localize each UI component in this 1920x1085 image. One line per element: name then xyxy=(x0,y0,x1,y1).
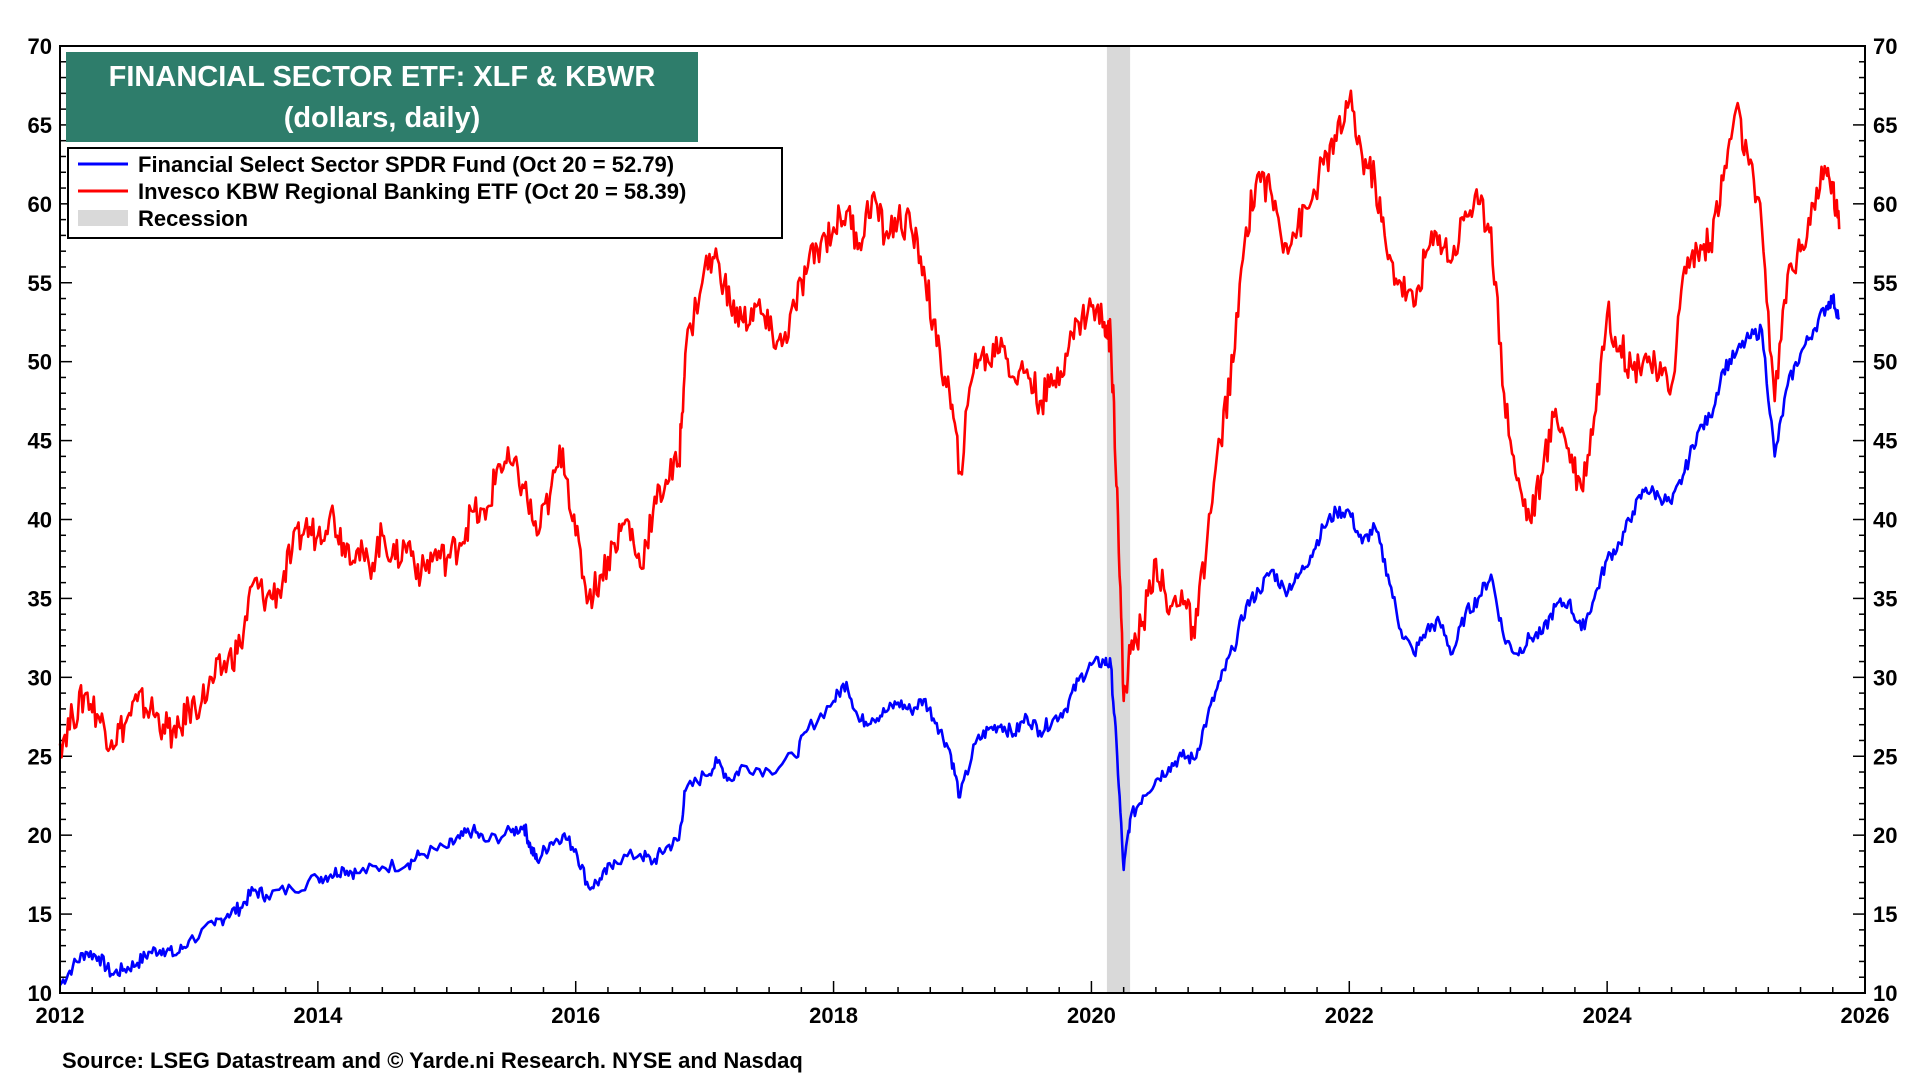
series-line-kbwr xyxy=(58,89,1841,759)
y-tick-label-right: 20 xyxy=(1873,823,1897,848)
series-line-xlf xyxy=(58,293,1841,986)
y-tick-label-left: 40 xyxy=(28,508,52,533)
legend-label-kbwr: Invesco KBW Regional Banking ETF (Oct 20… xyxy=(138,179,686,204)
y-tick-label-right: 60 xyxy=(1873,192,1897,217)
y-tick-label-right: 50 xyxy=(1873,350,1897,375)
y-tick-label-left: 10 xyxy=(28,981,52,1006)
y-tick-label-right: 30 xyxy=(1873,665,1897,690)
source-note: Source: LSEG Datastream and © Yarde.ni R… xyxy=(62,1048,803,1073)
y-tick-label-left: 60 xyxy=(28,192,52,217)
y-tick-label-right: 55 xyxy=(1873,271,1897,296)
chart-subtitle: (dollars, daily) xyxy=(284,102,481,134)
y-tick-label-right: 70 xyxy=(1873,34,1897,59)
plot-frame xyxy=(59,45,1866,994)
y-tick-label-right: 40 xyxy=(1873,508,1897,533)
x-axis-tick-labels: 2012 2014 2016 2018 2020 2022 2024 2026 xyxy=(36,1003,1890,1028)
y-tick-label-right: 35 xyxy=(1873,586,1897,611)
y-tick-label-right: 10 xyxy=(1873,981,1897,1006)
series-layer xyxy=(58,89,1841,986)
legend-label-xlf: Financial Select Sector SPDR Fund (Oct 2… xyxy=(138,152,674,177)
y-tick-label-right: 25 xyxy=(1873,744,1897,769)
y-tick-label-left: 25 xyxy=(28,744,52,769)
chart-title: FINANCIAL SECTOR ETF: XLF & KBWR xyxy=(109,61,656,93)
y-tick-label-right: 15 xyxy=(1873,902,1897,927)
y-tick-label-left: 45 xyxy=(28,429,52,454)
chart-title-box: FINANCIAL SECTOR ETF: XLF & KBWR (dollar… xyxy=(66,52,698,142)
y-tick-label-left: 55 xyxy=(28,271,52,296)
y-tick-label-left: 30 xyxy=(28,665,52,690)
y-axis-left-tick-labels: 10 15 20 25 30 35 40 45 50 55 60 65 70 xyxy=(28,34,52,1006)
y-tick-label-right: 65 xyxy=(1873,113,1897,138)
x-tick-label: 2020 xyxy=(1067,1003,1116,1028)
y-axis-right-tick-labels: 10 15 20 25 30 35 40 45 50 55 60 65 70 xyxy=(1873,34,1897,1006)
x-tick-label: 2026 xyxy=(1841,1003,1890,1028)
x-tick-label: 2018 xyxy=(809,1003,858,1028)
legend-label-recession: Recession xyxy=(138,206,248,231)
y-tick-label-left: 65 xyxy=(28,113,52,138)
x-tick-label: 2022 xyxy=(1325,1003,1374,1028)
title-background xyxy=(66,52,698,142)
legend-swatch-recession xyxy=(78,210,128,226)
y-tick-label-left: 35 xyxy=(28,586,52,611)
x-tick-label: 2016 xyxy=(551,1003,600,1028)
x-tick-label: 2024 xyxy=(1583,1003,1633,1028)
x-tick-label: 2012 xyxy=(36,1003,85,1028)
legend-frame xyxy=(67,147,783,239)
y-tick-label-right: 45 xyxy=(1873,429,1897,454)
x-tick-label: 2014 xyxy=(293,1003,343,1028)
y-tick-label-left: 20 xyxy=(28,823,52,848)
legend: Financial Select Sector SPDR Fund (Oct 2… xyxy=(67,147,783,239)
y-tick-label-left: 15 xyxy=(28,902,52,927)
y-tick-label-left: 70 xyxy=(28,34,52,59)
y-tick-label-left: 50 xyxy=(28,350,52,375)
